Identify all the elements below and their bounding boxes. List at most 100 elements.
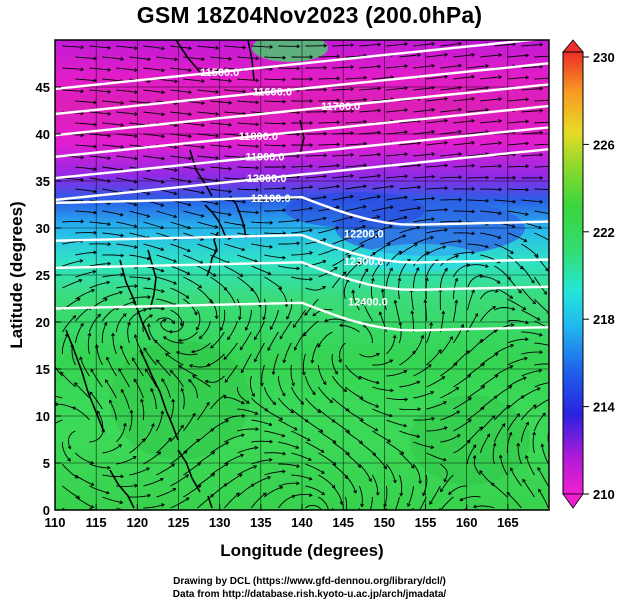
streamline-arrowhead [262, 316, 267, 321]
streamline-arrowhead [122, 313, 127, 317]
streamline-arrowhead [267, 271, 272, 276]
streamline [534, 363, 549, 366]
streamline [62, 67, 84, 70]
streamline-arrowhead [42, 395, 45, 398]
streamline-arrowhead [228, 56, 233, 61]
streamline [55, 365, 63, 377]
streamline [68, 430, 76, 449]
streamline [102, 56, 124, 60]
streamline [332, 463, 348, 479]
streamline-arrowhead [350, 109, 355, 113]
streamline [548, 287, 549, 290]
streamline-arrowhead [250, 483, 255, 488]
streamline-arrowhead [418, 480, 423, 485]
streamline [224, 265, 243, 277]
streamline [318, 121, 340, 124]
streamline [197, 89, 219, 93]
contour-line [55, 104, 549, 158]
streamline-arrowhead [197, 462, 202, 466]
streamline-arrowhead [180, 387, 185, 392]
streamline-arrowhead [522, 306, 527, 310]
streamline-arrowhead [329, 399, 334, 404]
streamline [156, 488, 176, 498]
streamline [75, 210, 97, 214]
streamline-arrowhead [309, 77, 314, 81]
streamline-arrowhead [539, 108, 544, 113]
streamline-arrowhead [431, 416, 436, 421]
streamline [345, 77, 367, 80]
streamline-arrowhead [353, 489, 357, 494]
streamline [143, 451, 161, 465]
streamline-arrowhead [107, 67, 112, 72]
streamline-arrowhead [512, 175, 517, 180]
streamline-arrowhead [493, 329, 498, 333]
streamline [382, 289, 387, 311]
y-tick-label: 5 [43, 456, 50, 471]
streamline [480, 210, 502, 214]
streamline [318, 386, 333, 403]
streamline [210, 331, 225, 349]
streamline-arrowhead [168, 437, 172, 442]
streamline-arrowhead [160, 410, 165, 414]
streamline [466, 289, 475, 311]
streamline [170, 177, 192, 183]
streamline [224, 177, 246, 180]
streamline-arrowhead [468, 397, 472, 401]
streamline-arrowhead [525, 53, 530, 58]
streamline [370, 278, 374, 300]
streamline-arrowhead [324, 318, 328, 323]
streamline-arrowhead [430, 445, 435, 450]
streamline-arrowhead [404, 174, 409, 179]
streamline [386, 419, 407, 427]
streamline [459, 496, 481, 501]
streamline [116, 155, 138, 160]
streamline-arrowhead [350, 173, 355, 178]
streamline-arrowhead [404, 64, 409, 68]
streamline-arrowhead [134, 284, 139, 288]
streamline-arrowhead [375, 492, 380, 496]
y-tick-label: 10 [36, 409, 50, 424]
streamline [156, 210, 177, 218]
streamline [548, 243, 549, 245]
streamline-arrowhead [306, 437, 311, 442]
streamline-arrowhead [104, 298, 108, 302]
streamline [534, 254, 549, 272]
streamline-arrowhead [185, 497, 190, 501]
streamline [386, 441, 404, 455]
streamline [278, 495, 296, 509]
streamline [440, 131, 462, 135]
streamline-arrowhead [107, 111, 112, 116]
streamline-arrowhead [291, 382, 295, 387]
streamline-arrowhead [178, 338, 182, 343]
streamline [183, 144, 205, 148]
streamline-arrowhead [553, 99, 556, 102]
streamline [440, 240, 462, 245]
streamline [507, 98, 529, 102]
streamline-arrowhead [407, 503, 411, 508]
streamline-arrowhead [510, 344, 515, 348]
streamline-arrowhead [183, 450, 188, 455]
streamline-arrowhead [161, 112, 166, 117]
streamline-arrowhead [360, 503, 364, 508]
streamline-arrowhead [120, 253, 125, 258]
streamline-arrowhead [404, 86, 409, 90]
streamline [548, 309, 549, 312]
streamline-arrowhead [200, 213, 205, 218]
streamline [399, 120, 421, 124]
streamline-arrowhead [390, 75, 395, 80]
streamline-arrowhead [377, 86, 382, 91]
streamline-arrowhead [93, 144, 98, 149]
streamline-arrowhead [147, 57, 152, 62]
streamline [116, 67, 138, 71]
streamline-arrowhead [107, 45, 112, 50]
streamline-arrowhead [516, 442, 521, 447]
streamline-arrowhead [552, 345, 555, 348]
y-tick-label: 20 [36, 315, 50, 330]
streamline [440, 176, 462, 179]
streamline [160, 319, 171, 333]
streamline-arrowhead [161, 378, 165, 382]
streamline-arrowhead [160, 203, 165, 207]
streamline [534, 342, 549, 346]
streamline [62, 315, 76, 333]
streamline-arrowhead [161, 134, 166, 139]
